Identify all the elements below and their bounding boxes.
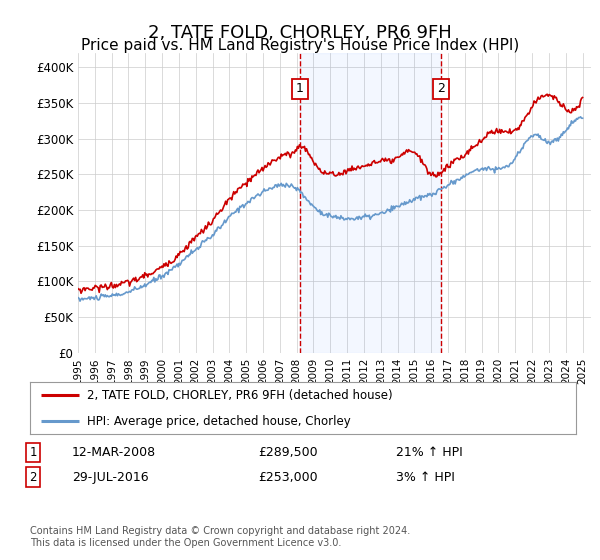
Text: 2: 2 xyxy=(29,470,37,484)
Text: Price paid vs. HM Land Registry's House Price Index (HPI): Price paid vs. HM Land Registry's House … xyxy=(81,38,519,53)
Bar xyxy=(300,53,441,353)
Text: 2: 2 xyxy=(437,82,445,95)
Text: £253,000: £253,000 xyxy=(258,470,317,484)
Text: 12-MAR-2008: 12-MAR-2008 xyxy=(72,446,156,459)
Text: 1: 1 xyxy=(29,446,37,459)
Text: Contains HM Land Registry data © Crown copyright and database right 2024.
This d: Contains HM Land Registry data © Crown c… xyxy=(30,526,410,548)
Text: 21% ↑ HPI: 21% ↑ HPI xyxy=(396,446,463,459)
Text: HPI: Average price, detached house, Chorley: HPI: Average price, detached house, Chor… xyxy=(88,414,351,428)
Text: 1: 1 xyxy=(296,82,304,95)
Text: 29-JUL-2016: 29-JUL-2016 xyxy=(72,470,149,484)
Text: 2, TATE FOLD, CHORLEY, PR6 9FH: 2, TATE FOLD, CHORLEY, PR6 9FH xyxy=(148,24,452,41)
Text: 3% ↑ HPI: 3% ↑ HPI xyxy=(396,470,455,484)
Text: 2, TATE FOLD, CHORLEY, PR6 9FH (detached house): 2, TATE FOLD, CHORLEY, PR6 9FH (detached… xyxy=(88,389,393,402)
Text: £289,500: £289,500 xyxy=(258,446,317,459)
